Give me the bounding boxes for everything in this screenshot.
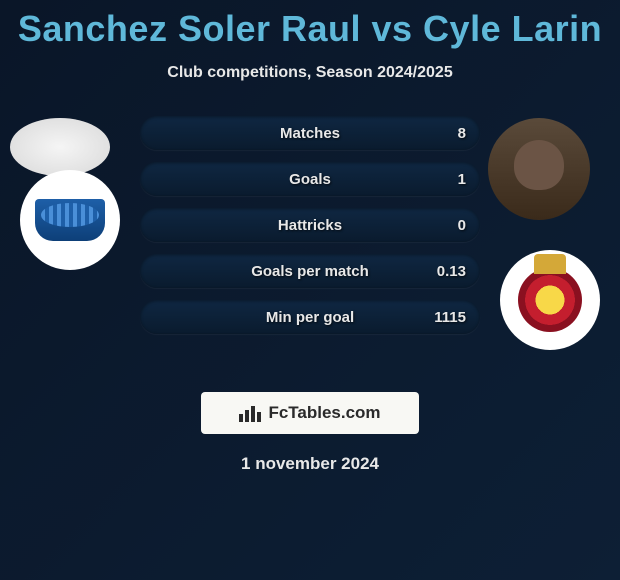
stat-row-goals-per-match: Goals per match 0.13 <box>140 254 480 288</box>
comparison-area: Matches 8 Goals 1 Hattricks 0 Goals per … <box>0 114 620 374</box>
stat-right-value: 8 <box>458 125 466 142</box>
stat-right-value: 0.13 <box>437 263 466 280</box>
stat-right-value: 1 <box>458 171 466 188</box>
crest-icon <box>518 268 582 332</box>
stat-right-value: 0 <box>458 217 466 234</box>
brand-badge: FcTables.com <box>201 392 419 434</box>
brand-label: FcTables.com <box>268 403 380 423</box>
date-text: 1 november 2024 <box>0 454 620 474</box>
stat-label: Goals per match <box>140 263 480 280</box>
player-left-avatar <box>10 118 110 176</box>
stat-row-hattricks: Hattricks 0 <box>140 208 480 242</box>
page-subtitle: Club competitions, Season 2024/2025 <box>0 64 620 82</box>
shield-icon <box>35 199 105 241</box>
stat-label: Hattricks <box>140 217 480 234</box>
stat-label: Min per goal <box>140 309 480 326</box>
club-left-badge <box>20 170 120 270</box>
player-right-avatar <box>488 118 590 220</box>
page-title: Sanchez Soler Raul vs Cyle Larin <box>0 0 620 50</box>
stats-bars: Matches 8 Goals 1 Hattricks 0 Goals per … <box>140 116 480 346</box>
club-right-badge <box>500 250 600 350</box>
stat-right-value: 1115 <box>434 309 466 326</box>
stat-row-goals: Goals 1 <box>140 162 480 196</box>
stat-label: Goals <box>140 171 480 188</box>
infographic-container: Sanchez Soler Raul vs Cyle Larin Club co… <box>0 0 620 474</box>
stat-label: Matches <box>140 125 480 142</box>
stat-row-min-per-goal: Min per goal 1115 <box>140 300 480 334</box>
stat-row-matches: Matches 8 <box>140 116 480 150</box>
bar-chart-icon <box>239 404 261 422</box>
